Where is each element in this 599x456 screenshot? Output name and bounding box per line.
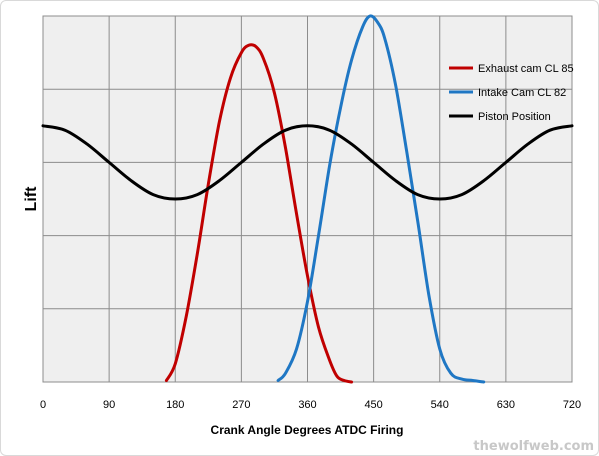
x-tick-label: 90 <box>103 399 115 411</box>
series-line-piston-position <box>41 124 574 201</box>
y-axis-label: Lift <box>23 186 40 212</box>
legend-label: Exhaust cam CL 85 <box>478 63 574 75</box>
x-axis-label: Crank Angle Degrees ATDC Firing <box>211 423 404 437</box>
x-tick-label: 450 <box>364 399 382 411</box>
series-line-exhaust-cam-cl-85 <box>164 43 354 384</box>
x-tick-label: 0 <box>40 399 46 411</box>
legend-label: Piston Position <box>478 111 551 123</box>
x-tick-label: 540 <box>431 399 449 411</box>
x-tick-label: 630 <box>497 399 515 411</box>
x-tick-labels: 0 90 180 270 360 450 540 630 720 <box>40 399 581 411</box>
series-lines <box>41 14 574 384</box>
watermark-text: thewolfweb.com <box>473 439 594 454</box>
x-tick-label: 360 <box>298 399 316 411</box>
x-tick-label: 720 <box>563 399 581 411</box>
legend: Exhaust cam CL 85 Intake Cam CL 82 Piston … <box>449 63 574 123</box>
series-line-intake-cam-cl-82 <box>276 14 486 384</box>
x-tick-label: 270 <box>232 399 250 411</box>
legend-label: Intake Cam CL 82 <box>478 87 566 99</box>
x-tick-label: 180 <box>166 399 184 411</box>
